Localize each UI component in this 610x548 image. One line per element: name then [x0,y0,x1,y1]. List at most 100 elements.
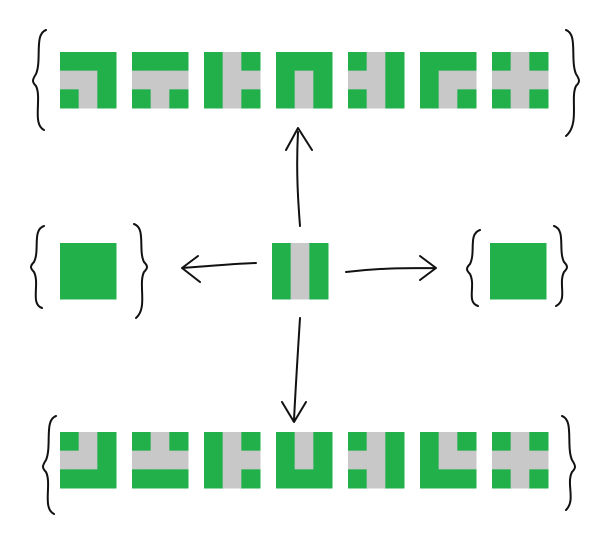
tile-cell [97,450,117,470]
tile-cell [97,261,117,281]
tile-cell [222,52,242,72]
tile-cell [169,89,189,109]
tile-cell [78,432,98,452]
tile-cell [222,432,242,452]
tile-cell [222,70,242,90]
tile-cell [420,70,440,90]
tile-cell [438,432,458,452]
tile-cell [78,469,98,489]
tile-cell [348,432,368,452]
tile-cell [348,89,368,109]
tile-cell [527,261,547,281]
tile-cell [438,70,458,90]
arrow [181,255,257,283]
tile-cell [241,432,261,452]
tile-cell [348,469,368,489]
tile-cell [385,469,405,489]
tile-cell [276,70,296,90]
tile-cell [97,70,117,90]
tile-cell [132,89,152,109]
tile-cell [290,280,310,300]
tile-cell [510,432,530,452]
tile-cell [309,261,329,281]
tile-cell [492,89,512,109]
tile-cell [420,89,440,109]
tile-cell [294,70,314,90]
tile-cell [222,469,242,489]
tile-cell [294,450,314,470]
tile-cell [457,432,477,452]
brace [30,225,45,309]
tile-cell [348,52,368,72]
tile-cell [366,70,386,90]
tile-cell [438,469,458,489]
tile-cell [60,469,80,489]
tile-cell [290,261,310,281]
tile-cell [97,89,117,109]
tile-cell [366,52,386,72]
brace [42,415,57,515]
tile-cell [313,469,333,489]
tile-cell [294,89,314,109]
tile-cell [492,432,512,452]
tile-cell [97,469,117,489]
tile-cell [366,469,386,489]
tile-cell [241,89,261,109]
tile-cell [97,243,117,263]
arrow [281,317,307,423]
tile-cell [272,280,292,300]
tile-cell [150,89,170,109]
tile-cell [527,280,547,300]
tile-cell [150,469,170,489]
tile-cell [241,450,261,470]
tile-cell [385,89,405,109]
tile-cell [438,450,458,470]
tile-cell [492,469,512,489]
tile-cell [204,469,224,489]
tile-cell [366,450,386,470]
tile-cell [490,243,510,263]
tile-cell [132,469,152,489]
tile-cell [385,52,405,72]
tile-cell [490,261,510,281]
tile-cell [272,261,292,281]
tile-cell [241,469,261,489]
tile-cell [60,89,80,109]
arrow [345,255,437,281]
tile-cell [420,52,440,72]
tile-cell [294,432,314,452]
tile-cell [276,89,296,109]
tile-cell [169,70,189,90]
tile-cell [60,261,80,281]
tile-cell [457,450,477,470]
tile-cell [169,450,189,470]
tile-cell [276,469,296,489]
tile-cell [222,450,242,470]
tile-cell [529,89,549,109]
tile-cell [457,89,477,109]
brace [133,223,148,319]
tile-cell [60,450,80,470]
tile-cell [169,52,189,72]
brace [561,415,576,511]
tile-cell [508,243,528,263]
tile-cell [78,261,98,281]
tile-cell [150,70,170,90]
tile-cell [290,243,310,263]
tile-cell [508,280,528,300]
tile-cell [204,450,224,470]
tile-cell [420,432,440,452]
tile-cell [241,52,261,72]
tile-cell [241,70,261,90]
tile-cell [204,89,224,109]
tile-cell [529,450,549,470]
tile-cell [276,52,296,72]
tile-cell [150,52,170,72]
tile-cell [529,469,549,489]
tile-cell [490,280,510,300]
tile-cell [204,70,224,90]
tile-cell [420,469,440,489]
tile-cell [309,280,329,300]
